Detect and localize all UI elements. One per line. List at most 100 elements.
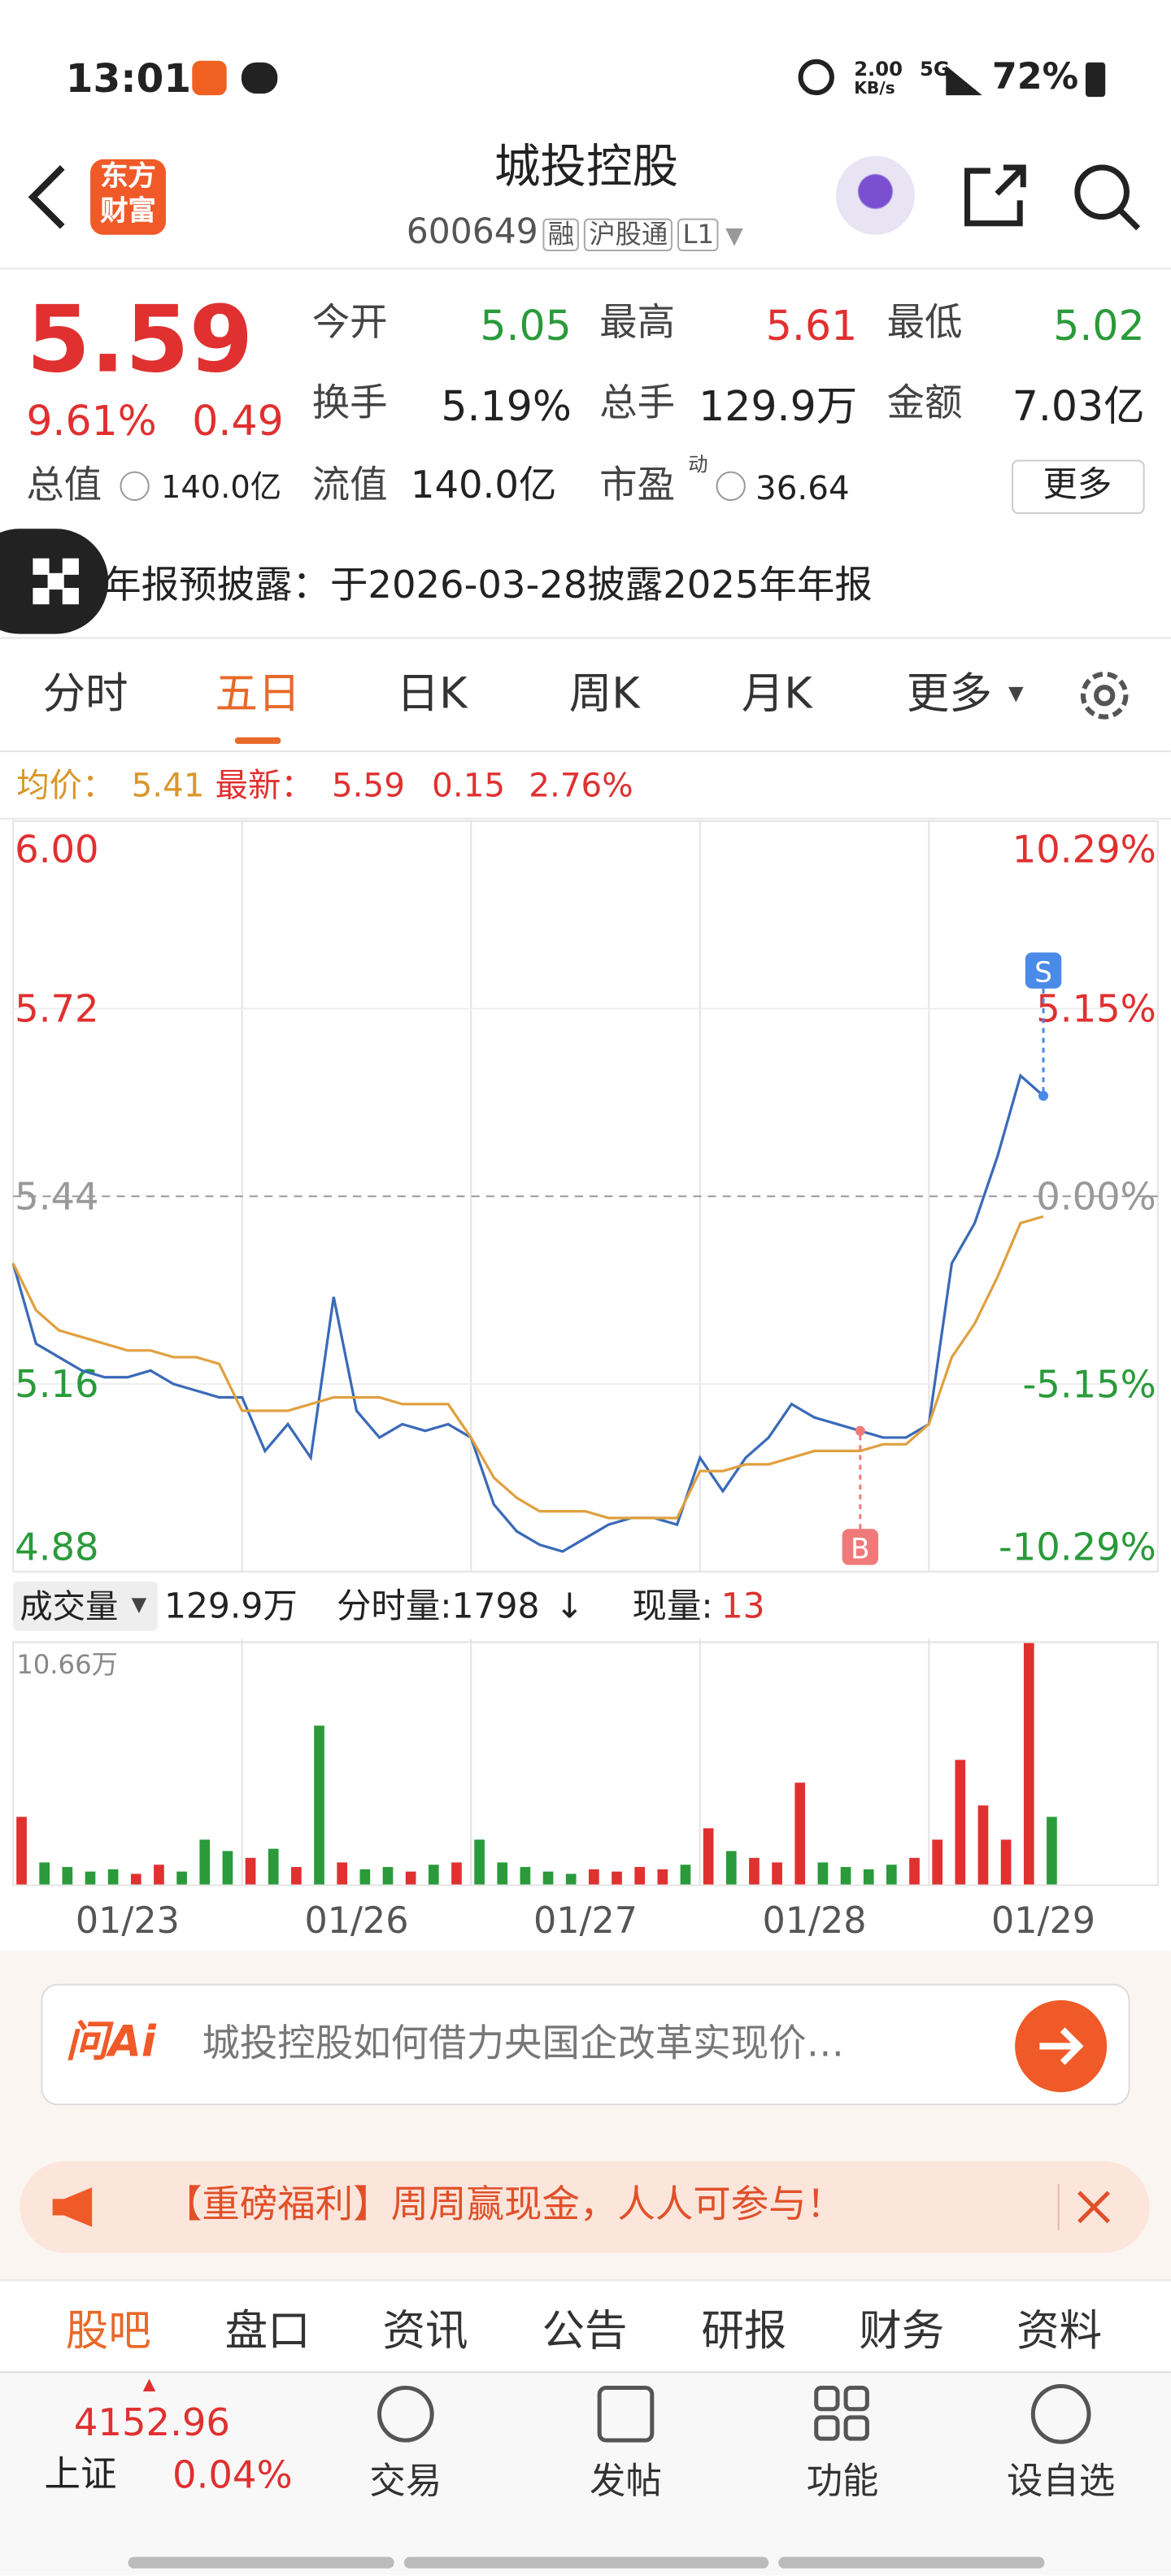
volume-bar — [863, 1869, 874, 1886]
stock-code: 600649 — [406, 211, 538, 251]
ai-search-box[interactable] — [41, 1983, 1130, 2106]
marker-badge — [842, 1529, 879, 1565]
content-tab[interactable]: 盘口 — [224, 2307, 311, 2357]
y2-tick-label: 0.00% — [1036, 1174, 1156, 1218]
scroll-indicator — [403, 2556, 769, 2569]
chart-tab[interactable]: 分时 — [42, 669, 128, 720]
tick-volume: 分时量:1798 — [337, 1586, 540, 1626]
scroll-indicator — [128, 2556, 394, 2569]
volume-bar — [657, 1869, 668, 1886]
banner[interactable] — [20, 2160, 1150, 2253]
divider — [1057, 2184, 1060, 2230]
volume-bar — [520, 1867, 531, 1886]
dropdown-icon[interactable]: ▼ — [1008, 681, 1024, 705]
net-speed: 2.00 — [854, 57, 903, 80]
volume-bar — [1000, 1839, 1012, 1886]
field-label: 今开 — [311, 302, 388, 346]
volume-selector[interactable] — [13, 1581, 158, 1631]
megaphone-icon — [52, 2187, 93, 2227]
dropdown-icon[interactable]: ▼ — [725, 223, 743, 250]
content-tab[interactable]: 股吧 — [65, 2307, 151, 2357]
price: 5.59 — [26, 287, 254, 394]
price-line — [11, 1073, 1045, 1553]
volume-bar — [337, 1862, 348, 1886]
back-button[interactable] — [23, 161, 72, 233]
volume-bar — [725, 1851, 737, 1886]
avatar[interactable] — [835, 155, 915, 235]
tag: 沪股通 — [584, 218, 673, 251]
bottom-item[interactable]: 交易 — [369, 2461, 442, 2503]
price-line — [11, 1215, 1044, 1520]
net-speed-unit: KB/s — [854, 80, 895, 99]
volume-bar — [474, 1839, 485, 1886]
x-tick-label: 01/26 — [304, 1900, 408, 1942]
ai-placeholder[interactable]: 城投控股如何借力央国企改革实现价… — [202, 2023, 845, 2066]
volume-bar — [16, 1817, 27, 1886]
time: 13:01 — [65, 55, 192, 102]
share-button[interactable] — [960, 161, 1030, 230]
x-tick-label: 01/23 — [76, 1900, 180, 1942]
settings-button[interactable] — [1076, 667, 1134, 724]
battery: 72% — [991, 57, 1079, 99]
volume-bar — [130, 1873, 141, 1886]
index-change[interactable]: 0.04% — [172, 2455, 293, 2498]
bottom-item[interactable]: 功能 — [806, 2461, 879, 2503]
field-sup: 动 — [688, 453, 708, 476]
volume-total: 129.9万 — [163, 1586, 298, 1626]
latest-change-pct: 2.76% — [529, 765, 633, 805]
volume-bar — [451, 1862, 462, 1886]
more-button-label[interactable]: 更多 — [1043, 464, 1112, 505]
change: 0.49 — [192, 397, 284, 446]
content-tab[interactable]: 资料 — [1016, 2307, 1103, 2357]
volume-bar — [497, 1862, 508, 1886]
volume-bar — [314, 1725, 324, 1886]
index-name[interactable]: 上证 — [44, 2455, 117, 2496]
volume-bar — [565, 1873, 577, 1886]
y2-tick-label: 10.29% — [1012, 827, 1156, 871]
info-icon[interactable] — [120, 471, 150, 501]
content-tab[interactable]: 财务 — [859, 2307, 945, 2357]
chart-tab[interactable]: 五日 — [215, 669, 301, 720]
bottom-item[interactable]: 发帖 — [590, 2461, 662, 2503]
content-tab[interactable]: 公告 — [542, 2307, 628, 2357]
volume-bar — [1023, 1642, 1034, 1886]
bottom-item[interactable]: 设自选 — [1006, 2461, 1116, 2503]
volume-bar — [428, 1865, 439, 1886]
bottom-bar — [0, 2371, 1171, 2575]
volume-frame — [12, 1641, 1159, 1886]
search-button[interactable] — [1071, 161, 1143, 233]
up-icon: ▲ — [142, 2376, 156, 2395]
latest-change: 0.15 — [432, 765, 506, 805]
volume-bar — [107, 1869, 119, 1886]
volume-bar — [932, 1839, 942, 1886]
chart-tab[interactable]: 更多 — [906, 669, 992, 720]
chart-tab[interactable]: 日K — [396, 669, 468, 720]
field-value: 5.02 — [1053, 302, 1145, 350]
volume-bar — [359, 1869, 371, 1886]
chart-tab[interactable]: 周K — [568, 669, 640, 720]
wechat-icon — [241, 62, 278, 94]
dropdown-icon[interactable]: ▼ — [131, 1593, 147, 1617]
scroll-indicator — [778, 2556, 1045, 2569]
banner-text[interactable]: 【重磅福利】周周赢现金，人人可参与！ — [163, 2184, 845, 2227]
notice[interactable]: 年报预披露：于2026-03-28披露2025年年报 — [103, 564, 873, 608]
info-icon[interactable] — [716, 471, 746, 501]
volume-bar — [703, 1828, 714, 1886]
app-icon — [192, 60, 227, 96]
content-tab[interactable]: 研报 — [701, 2307, 787, 2357]
field-label: 流值 — [311, 464, 388, 508]
signal-icon — [946, 65, 982, 96]
more-button[interactable] — [1012, 459, 1145, 515]
close-button[interactable] — [1076, 2189, 1112, 2225]
current-volume: 13 — [720, 1586, 765, 1626]
content-tab[interactable]: 资讯 — [382, 2307, 468, 2357]
index-value[interactable]: 4152.96 — [73, 2402, 230, 2446]
avg-value: 5.41 — [131, 765, 205, 805]
chart-tab[interactable]: 月K — [741, 669, 812, 720]
bottom-icons — [377, 2383, 1091, 2444]
volume-title[interactable]: 成交量 — [20, 1586, 119, 1626]
function-icon — [843, 2385, 869, 2412]
field-value: 36.64 — [755, 468, 850, 508]
